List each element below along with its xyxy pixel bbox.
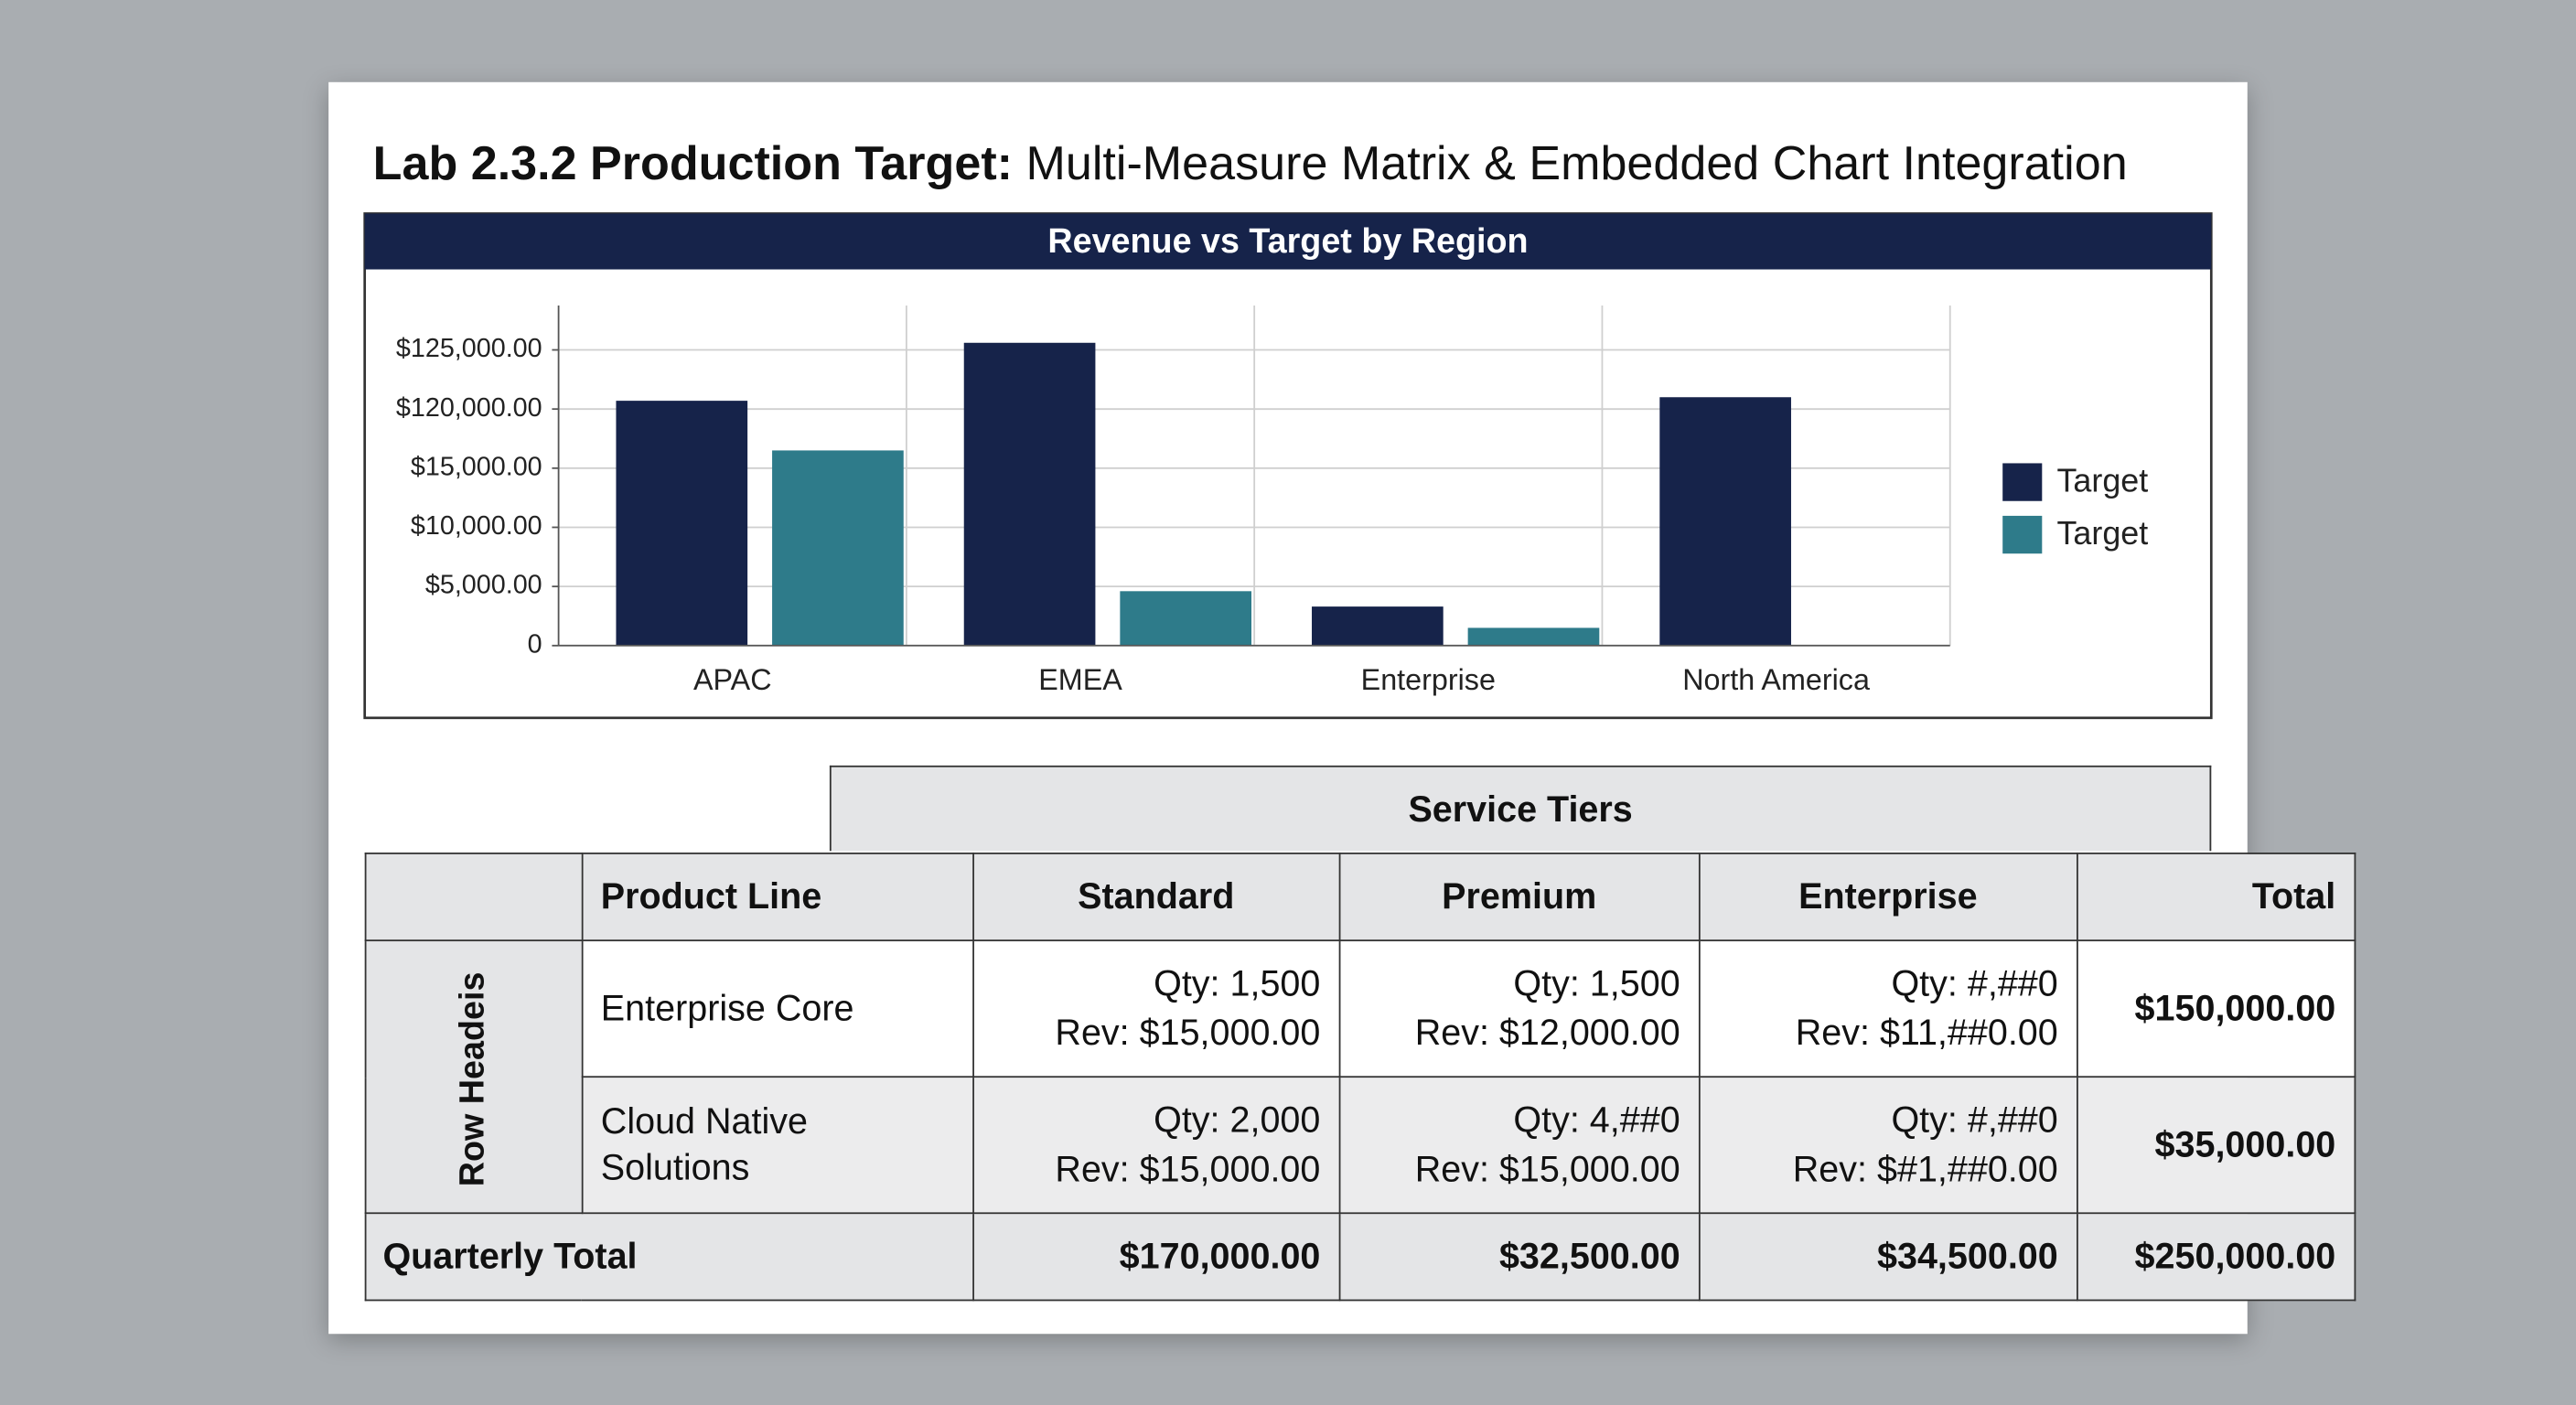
x-tick-label: Enterprise [1361, 663, 1496, 696]
legend-swatch [2002, 463, 2043, 501]
title-bold: Lab 2.3.2 Production Target: [372, 137, 1014, 191]
legend-label: Target [2056, 514, 2148, 552]
rev: Rev: $#1,##0.00 [1792, 1148, 2058, 1190]
legend-swatch [2002, 515, 2043, 554]
rev: Rev: $15,000.00 [1414, 1148, 1680, 1190]
bar [772, 450, 904, 646]
y-tick-label: $15,000.00 [411, 452, 542, 481]
row: Row Headeis Enterprise Core Qty: 1,500 Re… [364, 939, 2356, 1215]
chart-header [364, 213, 2212, 270]
column-header: Enterprise [1698, 853, 2078, 942]
title-rest: Multi-Measure Matrix & Embedded Chart In… [1025, 137, 2128, 191]
row-label: Cloud Native Solutions [581, 1076, 974, 1215]
rev: Rev: $12,000.00 [1414, 1012, 1680, 1054]
row-header-label: Row Headeis [454, 971, 492, 1186]
x-tick-label: APAC [693, 663, 772, 696]
rev: Rev: $11,##0.00 [1795, 1012, 2058, 1054]
column-header: Total [2076, 853, 2356, 942]
y-tick-label: 0 [528, 629, 542, 659]
bar [616, 401, 748, 646]
y-tick-label: $10,000.00 [411, 511, 542, 541]
rev: Rev: $15,000.00 [1055, 1012, 1321, 1054]
rev: Rev: $15,000.00 [1055, 1148, 1321, 1190]
y-tick-label: $125,000.00 [396, 334, 542, 363]
y-tick-label: $120,000.00 [396, 393, 542, 423]
x-tick-label: EMEA [1038, 663, 1122, 696]
page-title: Lab 2.3.2 Production Target: Multi-Measu… [373, 138, 2128, 192]
row-header-label-cell: Row Headeis [364, 939, 584, 1215]
footer-label: Quarterly Total [364, 1212, 974, 1302]
footer-value: $250,000.00 [2076, 1212, 2356, 1302]
footer-value: $34,500.00 [1698, 1212, 2078, 1302]
group-header: Service Tiers [829, 765, 2212, 852]
cell: Qty: 4,##0 Rev: $15,000.00 [1338, 1076, 1701, 1215]
bar [1312, 606, 1444, 646]
row: Cloud Native Solutions Qty: 2,000 Rev: $1… [366, 1076, 2356, 1215]
header-row: Product Line Standard Premium Enterprise… [364, 853, 2356, 942]
footer-row: Quarterly Total $170,000.00 $32,500.00 $… [364, 1212, 2356, 1302]
footer-value: $32,500.00 [1338, 1212, 1701, 1302]
cell: Qty: 1,500 Rev: $12,000.00 [1338, 939, 1701, 1078]
cell: Qty: 2,000 Rev: $15,000.00 [971, 1076, 1340, 1215]
row-label: Enterprise Core [581, 939, 974, 1078]
cell: Qty: #,##0 Rev: $11,##0.00 [1698, 939, 2078, 1078]
bar [1659, 397, 1791, 646]
x-tick-label: North America [1682, 663, 1870, 696]
column-header: Product Line [581, 853, 974, 942]
bar [1120, 591, 1252, 646]
qty: Qty: 1,500 [1154, 962, 1321, 1004]
qty: Qty: 2,000 [1154, 1099, 1321, 1141]
qty: Qty: #,##0 [1891, 1099, 2058, 1141]
footer-value: $170,000.00 [971, 1212, 1340, 1302]
column-header: Standard [971, 853, 1340, 942]
qty: Qty: #,##0 [1891, 962, 2058, 1004]
corner [364, 853, 584, 942]
bar [1467, 627, 1600, 646]
chart-title: Revenue vs Target by Region [1047, 221, 1528, 260]
cell: Qty: 1,500 Rev: $15,000.00 [971, 939, 1340, 1078]
qty: Qty: 1,500 [1513, 962, 1680, 1004]
row-total: $35,000.00 [2076, 1076, 2356, 1215]
row-total: $150,000.00 [2076, 939, 2356, 1078]
y-tick-label: $5,000.00 [425, 571, 542, 600]
matrix: Product Line Standard Premium Enterprise… [364, 853, 2356, 1302]
legend-label: Target [2056, 461, 2148, 499]
cell: Qty: #,##0 Rev: $#1,##0.00 [1698, 1076, 2078, 1215]
qty: Qty: 4,##0 [1513, 1099, 1680, 1141]
bar [963, 342, 1096, 646]
column-header: Premium [1338, 853, 1701, 942]
